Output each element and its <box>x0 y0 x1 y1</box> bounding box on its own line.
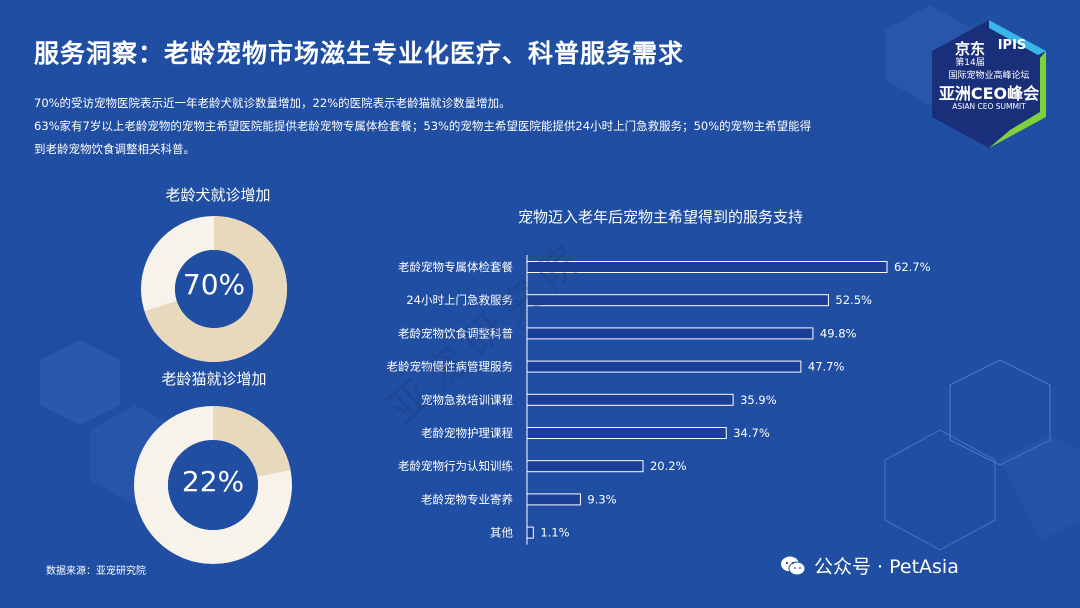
bar-1 <box>526 294 829 307</box>
value-label-4: 35.9% <box>740 393 777 407</box>
bar-3 <box>526 360 802 373</box>
wechat-icon <box>781 556 806 575</box>
category-label-2: 老龄宠物饮食调整科普 <box>398 326 513 340</box>
category-label-4: 宠物急救培训课程 <box>421 393 513 407</box>
value-label-3: 47.7% <box>808 360 845 374</box>
category-label-5: 老龄宠物护理课程 <box>421 426 513 440</box>
donut-chart-cat <box>134 406 292 564</box>
donut-chart-dog <box>141 216 287 362</box>
value-label-6: 20.2% <box>650 459 687 473</box>
logo-forum: 国际宠物业高峰论坛 <box>948 71 1030 81</box>
donut-hole <box>168 440 258 530</box>
logo-brand: IPIS <box>997 38 1027 53</box>
value-label-8: 1.1% <box>540 526 569 540</box>
logo-summit-en: ASIAN CEO SUMMIT <box>952 102 1026 111</box>
category-label-7: 老龄宠物专业寄养 <box>421 492 513 506</box>
value-label-5: 34.7% <box>733 426 770 440</box>
summit-logo <box>932 20 1046 148</box>
category-label-1: 24小时上门急救服务 <box>406 293 513 307</box>
donut-title-cat: 老龄猫就诊增加 <box>161 370 267 388</box>
category-label-0: 老龄宠物专属体检套餐 <box>398 260 513 274</box>
category-label-8: 其他 <box>490 526 513 540</box>
value-label-0: 62.7% <box>894 260 931 274</box>
logo-hexagon <box>932 20 1046 148</box>
donut-title-dog: 老龄犬就诊增加 <box>165 186 271 204</box>
value-label-7: 9.3% <box>587 492 616 506</box>
intro-line: 63%家有7岁以上老龄宠物的宠物主希望医院能提供老龄宠物专属体检套餐；53%的宠… <box>34 119 812 133</box>
hexagon-decoration <box>949 359 1051 466</box>
hexagon-decoration <box>884 429 996 551</box>
data-source: 数据来源：亚宠研究院 <box>46 566 146 577</box>
bar-6 <box>526 460 644 473</box>
hexagon-decoration <box>1000 435 1080 540</box>
bar-7 <box>526 493 581 506</box>
donut-value-cat: 22% <box>181 465 245 498</box>
bar-chart-title: 宠物迈入老年后宠物主希望得到的服务支持 <box>518 208 804 226</box>
donut-segment <box>141 216 287 362</box>
hexagon-decoration <box>40 340 120 425</box>
wechat-account: 公众号 · PetAsia <box>780 552 959 579</box>
bar-4 <box>526 393 734 406</box>
intro-line: 70%的受访宠物医院表示近一年老龄犬就诊数量增加，22%的医院表示老龄猫就诊数量… <box>34 96 511 110</box>
bar-5 <box>526 427 727 439</box>
donut-segment <box>134 406 292 564</box>
intro-text: 70%的受访宠物医院表示近一年老龄犬就诊数量增加，22%的医院表示老龄猫就诊数量… <box>34 92 914 161</box>
bar-2 <box>526 327 814 340</box>
value-label-2: 49.8% <box>820 326 857 340</box>
category-label-3: 老龄宠物慢性病管理服务 <box>387 360 514 374</box>
logo-edition: 第14届 <box>955 58 985 68</box>
donut-value-dog: 70% <box>182 268 246 301</box>
wechat-label: 公众号 · PetAsia <box>814 556 959 578</box>
value-label-1: 52.5% <box>835 293 872 307</box>
bar-0 <box>526 261 888 273</box>
logo-accent <box>989 51 1046 148</box>
logo-accent-top <box>989 20 1046 55</box>
intro-line: 到老龄宠物饮食调整相关科普。 <box>34 142 195 156</box>
donut-hole <box>175 250 253 328</box>
page-title: 服务洞察：老龄宠物市场滋生专业化医疗、科普服务需求 <box>34 39 685 68</box>
logo-summit: 亚洲CEO峰会 <box>938 84 1040 103</box>
category-label-6: 老龄宠物行为认知训练 <box>398 459 513 473</box>
logo-jd: 京东 <box>954 40 985 58</box>
bar-8 <box>526 526 534 539</box>
